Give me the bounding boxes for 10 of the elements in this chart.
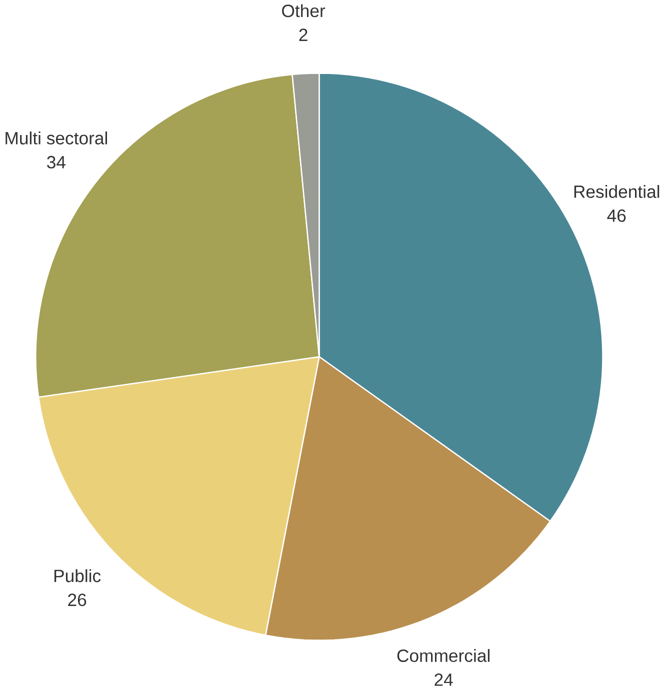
slice-label: Other — [282, 4, 325, 18]
slice-label: Multi sectoral — [5, 131, 107, 144]
data-label: 2 — [299, 28, 308, 41]
data-label: 24 — [434, 673, 453, 686]
data-label: 46 — [606, 209, 626, 222]
slice-label: Public — [54, 569, 100, 582]
data-label: 26 — [68, 594, 86, 606]
data-label: 34 — [46, 156, 66, 168]
slice-label: Residential — [574, 185, 659, 198]
slice-label: Commercial — [397, 649, 490, 662]
